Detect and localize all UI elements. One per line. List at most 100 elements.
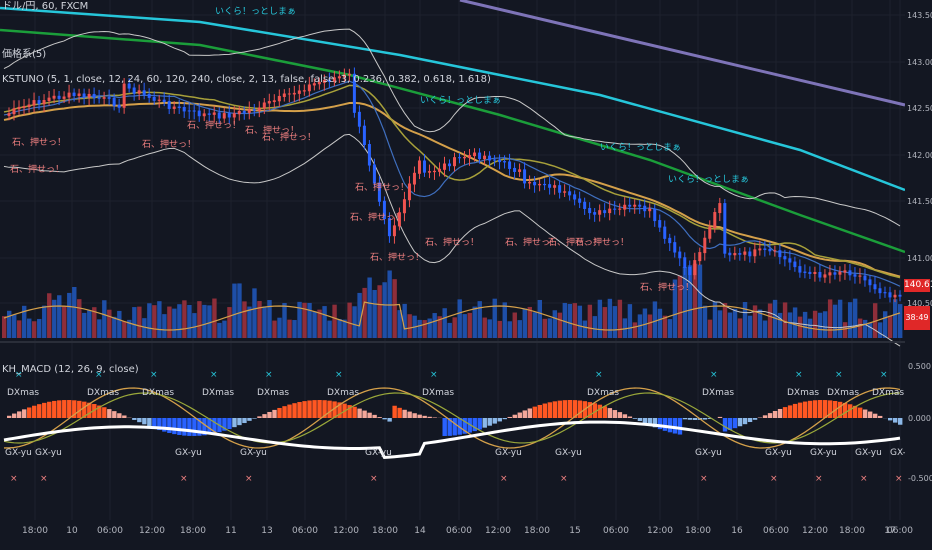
candle-body[interactable]	[568, 191, 572, 196]
candle-body[interactable]	[748, 251, 752, 257]
candle-body[interactable]	[107, 97, 111, 99]
candle-body[interactable]	[372, 164, 376, 184]
candle-body[interactable]	[367, 144, 371, 166]
time-axis[interactable]: 18:00 10 06:00 12:00 18:00 11 13 06:00 12:00 18:0…	[22, 526, 913, 536]
candle-body[interactable]	[267, 101, 271, 104]
candle-body[interactable]	[87, 93, 91, 98]
candle-body[interactable]	[117, 104, 121, 108]
candle-body[interactable]	[473, 152, 477, 157]
candle-body[interactable]	[563, 191, 567, 193]
candle-body[interactable]	[132, 87, 136, 94]
candle-body[interactable]	[883, 292, 887, 294]
candle-body[interactable]	[663, 226, 667, 239]
macd-legend[interactable]: KH_MACD (12, 26, 9, close)	[2, 364, 139, 375]
candle-body[interactable]	[272, 100, 276, 103]
candle-body[interactable]	[668, 237, 672, 244]
candle-body[interactable]	[878, 288, 882, 294]
candle-body[interactable]	[728, 252, 732, 256]
candle-body[interactable]	[633, 204, 637, 207]
candle-body[interactable]	[638, 204, 642, 207]
candle-body[interactable]	[698, 252, 702, 262]
ma-legend[interactable]: 価格系(5)	[2, 49, 47, 60]
candle-body[interactable]	[573, 194, 577, 200]
candle-body[interactable]	[843, 270, 847, 273]
candle-body[interactable]	[292, 92, 296, 95]
candle-body[interactable]	[247, 109, 251, 113]
candle-body[interactable]	[227, 113, 231, 118]
candle-body[interactable]	[768, 248, 772, 252]
candle-body[interactable]	[162, 99, 166, 103]
candle-body[interactable]	[888, 292, 892, 298]
candle-body[interactable]	[858, 275, 862, 277]
candle-body[interactable]	[257, 107, 261, 111]
candle-body[interactable]	[738, 253, 742, 255]
candle-body[interactable]	[498, 159, 502, 163]
candle-body[interactable]	[37, 100, 41, 105]
candle-body[interactable]	[177, 106, 181, 108]
candle-body[interactable]	[347, 73, 351, 76]
candle-body[interactable]	[237, 110, 241, 115]
candle-body[interactable]	[578, 198, 582, 203]
candle-body[interactable]	[898, 294, 902, 297]
candle-body[interactable]	[683, 257, 687, 269]
candle-body[interactable]	[533, 181, 537, 186]
candle-body[interactable]	[77, 93, 81, 96]
symbol-legend[interactable]: ドル/円, 60, FXCM	[2, 1, 89, 12]
candle-body[interactable]	[853, 274, 857, 277]
candle-body[interactable]	[407, 183, 411, 201]
candle-body[interactable]	[332, 77, 336, 82]
candle-body[interactable]	[778, 250, 782, 258]
candle-body[interactable]	[412, 172, 416, 185]
candle-body[interactable]	[122, 83, 126, 108]
candle-body[interactable]	[52, 95, 56, 99]
candle-body[interactable]	[67, 92, 71, 98]
candle-body[interactable]	[437, 168, 441, 172]
candle-body[interactable]	[598, 210, 602, 215]
candle-body[interactable]	[112, 97, 116, 106]
candle-body[interactable]	[27, 104, 31, 108]
candle-body[interactable]	[758, 248, 762, 251]
candle-body[interactable]	[648, 208, 652, 212]
candle-body[interactable]	[868, 279, 872, 286]
candle-body[interactable]	[47, 97, 51, 102]
candle-body[interactable]	[252, 109, 256, 111]
candle-body[interactable]	[493, 159, 497, 161]
candle-body[interactable]	[798, 266, 802, 273]
candle-body[interactable]	[653, 208, 657, 222]
candle-body[interactable]	[458, 157, 462, 159]
price-candles[interactable]	[7, 67, 902, 303]
candle-body[interactable]	[432, 170, 436, 173]
candle-body[interactable]	[708, 226, 712, 239]
candle-body[interactable]	[603, 210, 607, 214]
candle-body[interactable]	[137, 90, 141, 94]
candle-body[interactable]	[342, 74, 346, 78]
candle-body[interactable]	[57, 95, 61, 99]
candle-body[interactable]	[808, 271, 812, 275]
candle-body[interactable]	[463, 157, 467, 159]
candle-body[interactable]	[197, 110, 201, 117]
candle-body[interactable]	[553, 185, 557, 188]
candle-body[interactable]	[733, 253, 737, 256]
candle-body[interactable]	[32, 100, 36, 106]
candle-body[interactable]	[337, 76, 341, 79]
candle-body[interactable]	[92, 93, 96, 99]
candle-body[interactable]	[382, 200, 386, 220]
candle-body[interactable]	[828, 272, 832, 276]
candle-body[interactable]	[392, 225, 396, 237]
candle-body[interactable]	[513, 167, 517, 172]
candle-body[interactable]	[397, 212, 401, 227]
candle-body[interactable]	[813, 271, 817, 275]
candle-body[interactable]	[693, 260, 697, 276]
candle-body[interactable]	[282, 93, 286, 97]
candle-body[interactable]	[102, 97, 106, 99]
candle-body[interactable]	[623, 204, 627, 210]
candle-body[interactable]	[362, 125, 366, 146]
candle-body[interactable]	[583, 201, 587, 209]
candle-body[interactable]	[508, 161, 512, 169]
candle-body[interactable]	[628, 204, 632, 207]
candle-body[interactable]	[187, 110, 191, 112]
candle-body[interactable]	[873, 284, 877, 290]
candle-body[interactable]	[302, 90, 306, 92]
candle-body[interactable]	[42, 100, 46, 105]
